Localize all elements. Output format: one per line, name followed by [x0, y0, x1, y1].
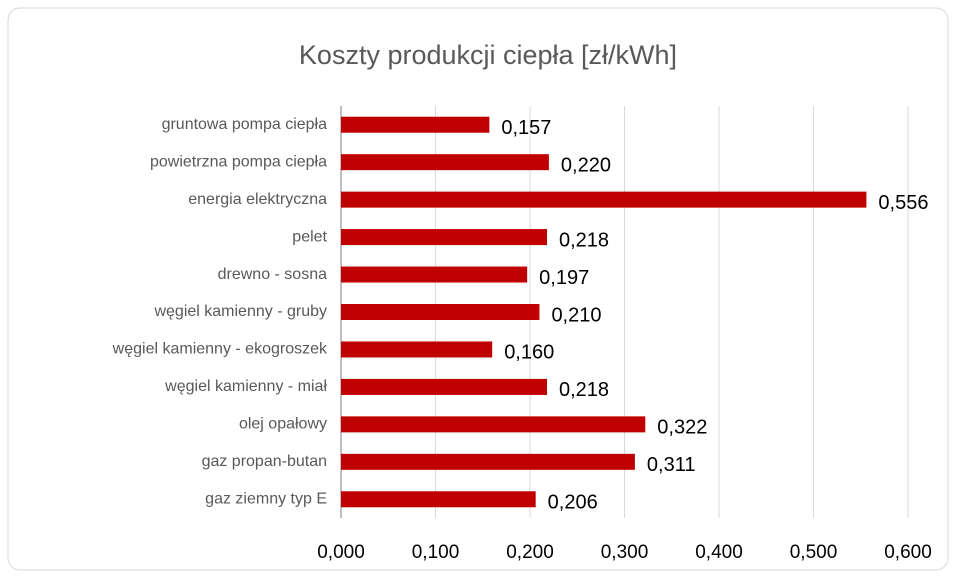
- bar: [341, 341, 493, 358]
- x-tick-label: 0,300: [601, 542, 649, 563]
- value-label: 0,157: [501, 117, 551, 139]
- y-tick-label: powietrzna pompa ciepła: [150, 153, 327, 170]
- y-tick-label: węgiel kamienny - ekogroszek: [112, 341, 328, 358]
- value-label: 0,160: [504, 342, 554, 364]
- value-label: 0,218: [559, 379, 609, 401]
- value-label: 0,218: [559, 229, 609, 251]
- x-tick-label: 0,400: [695, 542, 743, 563]
- chart-title: Koszty produkcji ciepła [zł/kWh]: [299, 40, 677, 70]
- bar: [341, 229, 548, 246]
- x-tick-label: 0,600: [884, 542, 932, 563]
- bar: [341, 304, 540, 320]
- y-tick-label: pelet: [292, 228, 327, 245]
- y-tick-label: węgiel kamienny - miał: [164, 378, 327, 395]
- x-tick-label: 0,500: [790, 542, 838, 563]
- value-label: 0,206: [548, 492, 598, 514]
- y-tick-label: olej opałowy: [239, 416, 327, 433]
- value-label: 0,220: [561, 154, 611, 176]
- value-label: 0,556: [878, 192, 928, 214]
- y-tick-label: gaz ziemny typ E: [205, 490, 327, 507]
- bar: [341, 491, 536, 508]
- value-label: 0,311: [647, 454, 696, 476]
- bar: [341, 154, 549, 171]
- bar: [341, 116, 490, 133]
- bar: [341, 453, 635, 470]
- x-tick-label: 0,000: [317, 542, 365, 563]
- value-label: 0,322: [657, 417, 707, 439]
- y-tick-label: drewno - sosna: [218, 266, 327, 283]
- bar: [341, 416, 646, 433]
- x-tick-label: 0,200: [506, 542, 554, 563]
- y-tick-label: węgiel kamienny - gruby: [153, 303, 327, 320]
- value-label: 0,210: [551, 304, 601, 326]
- bar: [341, 191, 867, 208]
- y-tick-label: gaz propan-butan: [202, 453, 327, 470]
- x-tick-label: 0,100: [412, 542, 460, 563]
- bar: [341, 378, 548, 395]
- chart-frame: [7, 7, 949, 571]
- value-label: 0,197: [539, 267, 589, 289]
- bar: [341, 266, 528, 283]
- y-tick-label: gruntowa pompa ciepła: [162, 116, 328, 133]
- y-tick-label: energia elektryczna: [188, 191, 327, 208]
